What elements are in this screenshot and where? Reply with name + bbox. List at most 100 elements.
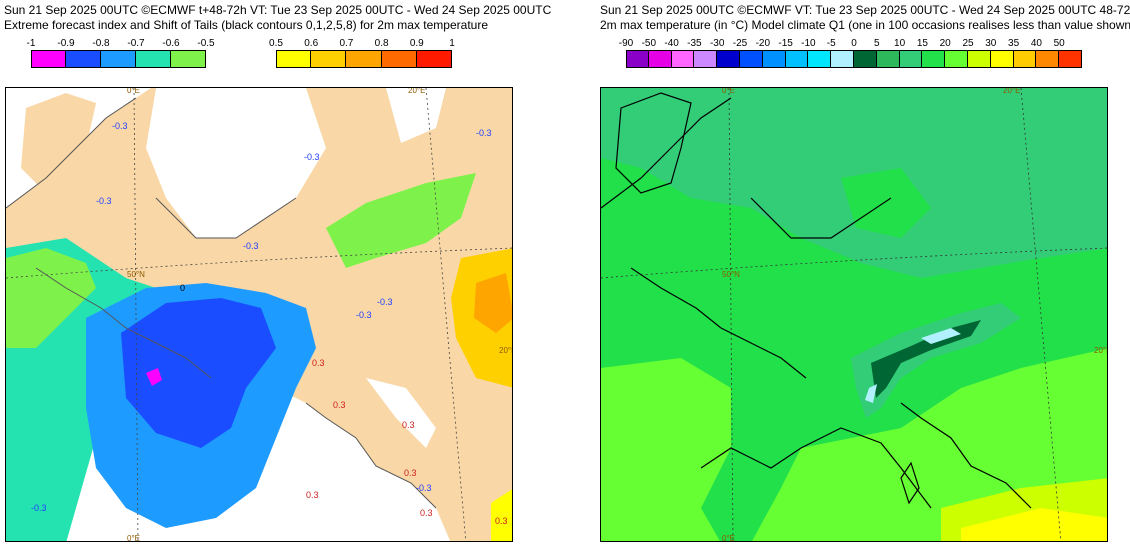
temp-alps-10-15: [851, 303, 1021, 418]
right-legend-swatch: [626, 50, 649, 68]
contour-label: -0.3: [356, 310, 372, 320]
right-legend-tick-label: 25: [962, 38, 974, 49]
right-legend-swatch: [990, 50, 1014, 68]
right-legend-tick-label: 50: [1053, 38, 1065, 49]
left-neg-legend-tick-label: -0.9: [57, 38, 75, 49]
north-sea: [146, 88, 326, 238]
right-legend-swatch: [762, 50, 786, 68]
efi-south-yellow: [491, 489, 512, 541]
right-legend-tick-label: -30: [709, 38, 725, 49]
right-legend-swatch: [853, 50, 877, 68]
left-pos-legend-tick-label: 0.7: [339, 38, 354, 49]
contour-label: -0.3: [112, 121, 128, 131]
left-pos-legend-tick-label: 0.8: [374, 38, 389, 49]
right-legend-tick-label: -90: [618, 38, 634, 49]
uk-land: [21, 93, 96, 193]
right-legend-tick-label: -20: [755, 38, 771, 49]
left-legend-negative: [31, 50, 206, 68]
right-legend-tick-label: -35: [687, 38, 702, 49]
contour-label: 0.3: [312, 358, 325, 368]
right-legend-tick-label: 5: [874, 38, 880, 49]
right-legend-tick-label: 0: [851, 38, 857, 49]
contour-label: -0.3: [476, 128, 492, 138]
left-legend-positive: [276, 50, 452, 68]
left-pos-legend-tick-label: 0.5: [269, 38, 283, 49]
efi-germany-green: [326, 173, 476, 268]
right-legend-tick-label: 40: [1030, 38, 1042, 49]
right-legend-swatch: [1059, 50, 1082, 68]
left-neg-legend-tick-label: -0.8: [92, 38, 110, 49]
contour-label: 0.3: [495, 516, 508, 526]
right-legend-tick-label: -50: [641, 38, 657, 49]
left-pos-legend-swatch: [416, 50, 452, 68]
left-lat-label-50n: 50°N: [127, 270, 145, 279]
right-legend-swatch: [945, 50, 968, 68]
temp-15-20-patch: [841, 168, 931, 238]
right-legend-swatch: [717, 50, 740, 68]
right-lon-label-bottom-0: 0°E: [722, 534, 735, 542]
right-temperature-map: [601, 88, 1107, 541]
contour-label: -0.3: [304, 152, 320, 162]
right-legend-tick-label: -25: [732, 38, 748, 49]
efi-green-region: [6, 248, 96, 348]
temp-20-25-west: [601, 358, 731, 541]
left-title-line1: Sun 21 Sep 2025 00UTC ©ECMWF t+48-72h VT…: [4, 3, 552, 17]
right-legend-swatch: [831, 50, 854, 68]
left-neg-legend-swatch: [31, 50, 66, 68]
baltic-sea: [386, 88, 446, 143]
left-lon-label-right-20: 20°E: [499, 346, 512, 355]
right-legend-swatch: [694, 50, 718, 68]
right-legend-swatch: [671, 50, 695, 68]
contour-label: 0.3: [402, 420, 415, 430]
left-map-panel[interactable]: 0°E 20°E 20°E 0°E 50°N -0.3 -0.3 -0.3 -0…: [5, 87, 513, 542]
contour-label: -0.3: [243, 241, 259, 251]
right-legend-swatch: [1036, 50, 1060, 68]
right-legend-tick-label: 35: [1008, 38, 1020, 49]
right-legend-tick-label: -40: [664, 38, 679, 49]
right-legend-tick-label: -10: [801, 38, 816, 49]
right-legend-swatch: [922, 50, 946, 68]
left-neg-legend-tick-label: -0.5: [197, 38, 215, 49]
right-lon-label-top-0: 0°E: [722, 87, 735, 95]
graticule-0e: [728, 88, 734, 541]
left-pos-legend-swatch: [276, 50, 312, 68]
left-legend-positive-ticks: 0.5 0.6 0.7 0.8 0.9 1: [269, 38, 455, 50]
graticule-20e: [425, 88, 467, 541]
contour-label: -0.3: [416, 483, 432, 493]
right-legend-swatch: [808, 50, 832, 68]
right-legend-tick-label: 20: [939, 38, 951, 49]
left-neg-legend-swatch: [136, 50, 171, 68]
left-lon-label-top-0: 0°E: [127, 87, 140, 95]
temp-30-35-south: [961, 508, 1107, 541]
right-legend-swatch: [876, 50, 900, 68]
left-efi-map: [6, 88, 512, 541]
left-title-line2: Extreme forecast index and Shift of Tail…: [4, 18, 489, 32]
left-pos-legend-tick-label: 0.6: [304, 38, 319, 49]
left-pos-legend-swatch: [346, 50, 382, 68]
coastline: [6, 97, 437, 509]
right-legend-swatch: [1013, 50, 1037, 68]
left-neg-legend-tick-label: -0.6: [162, 38, 180, 49]
right-lat-label-50n: 50°N: [722, 270, 740, 279]
left-neg-legend-tick-label: -1: [26, 38, 36, 49]
right-legend-swatch: [648, 50, 672, 68]
efi-blue-region: [121, 298, 276, 448]
right-legend-swatch: [967, 50, 991, 68]
contour-label: 0.3: [420, 508, 433, 518]
contour-label: -0.3: [377, 297, 393, 307]
right-legend-tick-label: -5: [826, 38, 836, 49]
temp-alps-below-0: [865, 328, 961, 403]
contour-label: 0: [180, 283, 186, 293]
contour-label: 0.3: [404, 468, 417, 478]
left-lon-label-bottom-0: 0°E: [127, 534, 140, 542]
right-lon-label-right-20: 20°E: [1094, 346, 1107, 355]
left-neg-legend-tick-label: -0.7: [127, 38, 145, 49]
right-title-line1: Sun 21 Sep 2025 00UTC ©ECMWF VT: Tue 23 …: [600, 3, 1130, 17]
left-neg-legend-swatch: [101, 50, 136, 68]
right-legend-swatch: [739, 50, 763, 68]
contour-label: 0.3: [306, 490, 319, 500]
contour-label: -0.3: [96, 196, 112, 206]
left-lon-label-top-20: 20°E: [408, 87, 426, 95]
right-map-panel[interactable]: 0°E 20°E 20°E 0°E 50°N: [600, 87, 1108, 542]
coastline: [601, 92, 1032, 509]
